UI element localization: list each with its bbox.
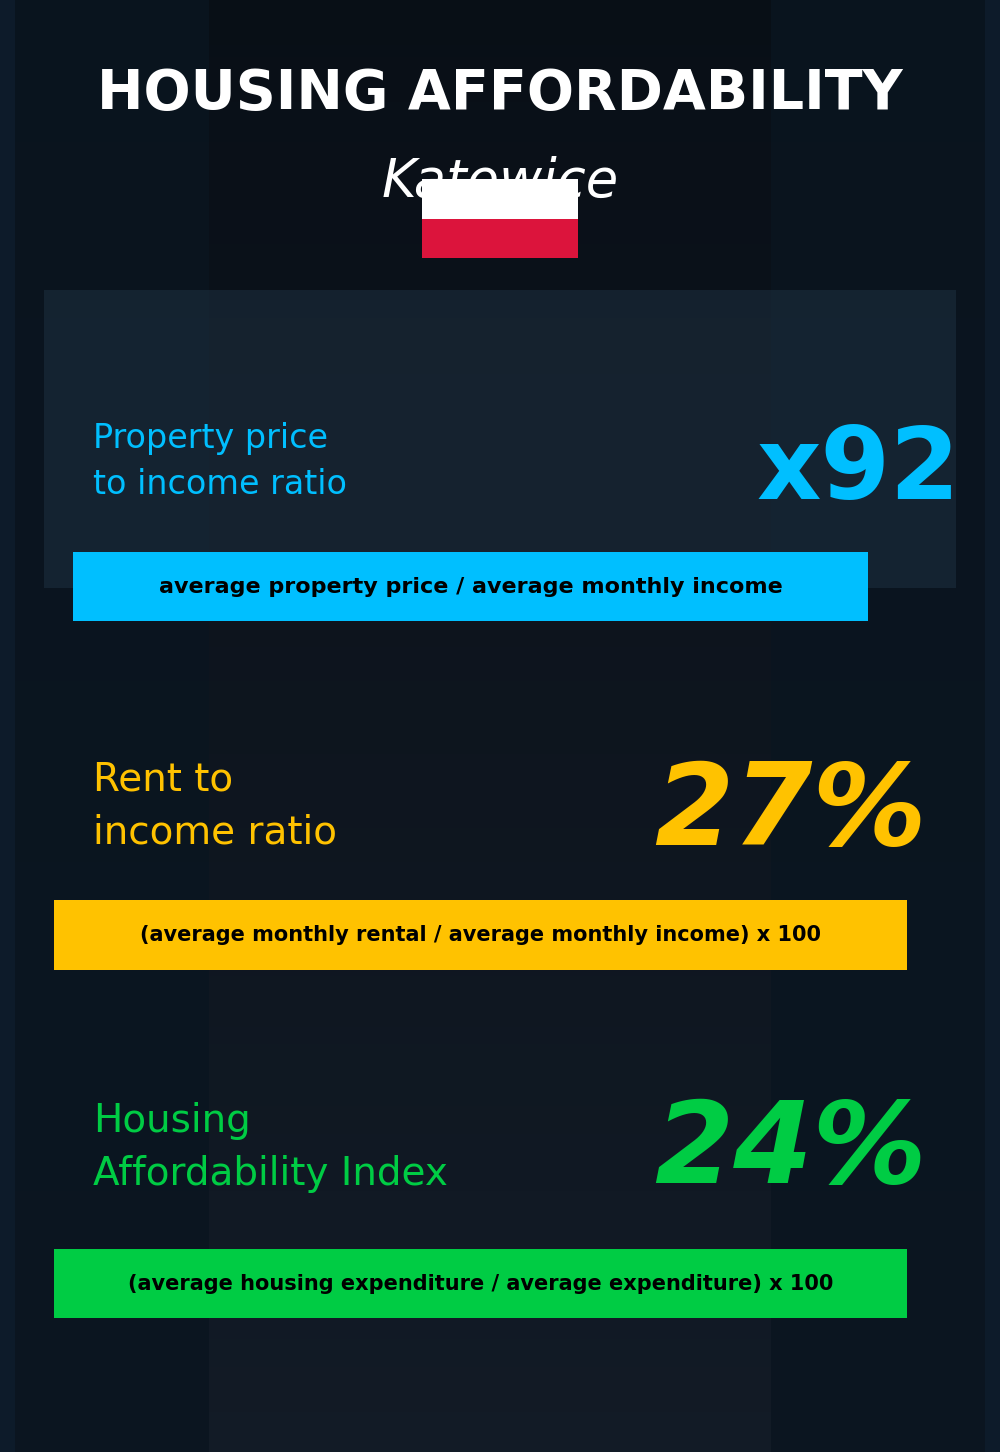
Text: Katowice: Katowice	[381, 155, 619, 208]
Text: 24%: 24%	[654, 1096, 927, 1207]
Bar	[54, 1249, 907, 1318]
Text: (average monthly rental / average monthly income) x 100: (average monthly rental / average monthl…	[140, 925, 821, 945]
Text: Housing
Affordability Index: Housing Affordability Index	[93, 1102, 448, 1192]
Text: Rent to
income ratio: Rent to income ratio	[93, 761, 337, 851]
Text: 27%: 27%	[654, 758, 927, 868]
Text: average property price / average monthly income: average property price / average monthly…	[159, 576, 783, 597]
Bar	[44, 290, 956, 588]
Text: Property price
to income ratio: Property price to income ratio	[93, 423, 347, 501]
Bar	[73, 552, 868, 621]
Text: HOUSING AFFORDABILITY: HOUSING AFFORDABILITY	[97, 67, 903, 122]
Text: x92: x92	[757, 424, 960, 520]
Bar	[422, 179, 578, 219]
Bar	[771, 0, 1000, 1452]
Bar	[54, 900, 907, 970]
Text: (average housing expenditure / average expenditure) x 100: (average housing expenditure / average e…	[128, 1273, 833, 1294]
Bar	[0, 0, 209, 1452]
Bar	[422, 219, 578, 258]
